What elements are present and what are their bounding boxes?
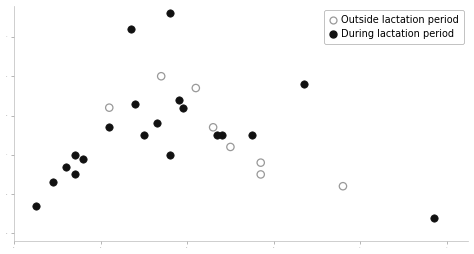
- During lactation period: [131, 102, 139, 106]
- During lactation period: [300, 82, 308, 86]
- Outside lactation period: [106, 106, 113, 110]
- Outside lactation period: [257, 161, 264, 165]
- Outside lactation period: [374, 35, 382, 39]
- During lactation period: [71, 153, 78, 157]
- During lactation period: [248, 133, 256, 137]
- During lactation period: [175, 98, 182, 102]
- During lactation period: [179, 106, 187, 110]
- During lactation period: [106, 125, 113, 129]
- During lactation period: [214, 133, 221, 137]
- Outside lactation period: [257, 172, 264, 177]
- Legend: Outside lactation period, During lactation period: Outside lactation period, During lactati…: [324, 10, 464, 44]
- During lactation period: [80, 157, 87, 161]
- Outside lactation period: [339, 184, 347, 188]
- During lactation period: [153, 121, 161, 125]
- Outside lactation period: [210, 125, 217, 129]
- During lactation period: [166, 11, 173, 15]
- During lactation period: [49, 180, 57, 184]
- During lactation period: [166, 153, 173, 157]
- Outside lactation period: [227, 145, 234, 149]
- During lactation period: [218, 133, 226, 137]
- During lactation period: [32, 204, 39, 208]
- During lactation period: [62, 165, 70, 169]
- During lactation period: [430, 216, 438, 220]
- Outside lactation period: [413, 35, 420, 39]
- During lactation period: [140, 133, 148, 137]
- During lactation period: [127, 27, 135, 31]
- During lactation period: [71, 172, 78, 177]
- Outside lactation period: [157, 74, 165, 78]
- Outside lactation period: [192, 86, 200, 90]
